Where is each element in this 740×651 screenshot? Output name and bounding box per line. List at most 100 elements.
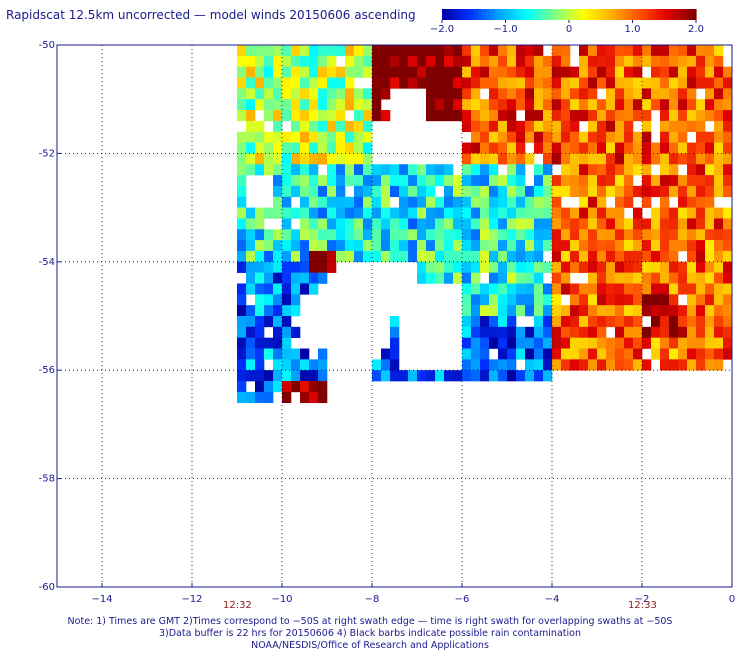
heatmap-cell <box>579 99 589 111</box>
heatmap-cell <box>408 229 418 241</box>
heatmap-cell <box>579 153 589 165</box>
heatmap-cell <box>705 250 715 263</box>
heatmap-cell <box>390 337 400 349</box>
heatmap-cell <box>597 120 607 133</box>
heatmap-cell <box>246 142 256 154</box>
heatmap-cell <box>480 99 490 111</box>
heatmap-cell <box>561 326 571 338</box>
heatmap-cell <box>246 218 256 230</box>
heatmap-cell <box>588 283 598 295</box>
heatmap-cell <box>381 250 391 263</box>
heatmap-cell <box>264 261 274 273</box>
heatmap-cell <box>723 66 733 78</box>
heatmap-cell <box>723 348 733 360</box>
heatmap-cell <box>291 110 301 122</box>
heatmap-cell <box>561 120 571 133</box>
heatmap-cell <box>570 131 580 143</box>
heatmap-cell <box>309 370 319 382</box>
heatmap-cell <box>624 131 634 143</box>
heatmap-cell <box>597 240 607 252</box>
heatmap-cell <box>354 240 364 252</box>
heatmap-cell <box>633 131 643 143</box>
heatmap-cell <box>579 261 589 273</box>
heatmap-cell <box>318 110 328 122</box>
heatmap-cell <box>363 88 373 100</box>
heatmap-cell <box>615 348 625 360</box>
heatmap-cell <box>318 370 328 382</box>
heatmap-cell <box>588 131 598 143</box>
heatmap-cell <box>318 218 328 230</box>
heatmap-cell <box>264 77 274 89</box>
heatmap-cell <box>498 272 508 284</box>
heatmap-cell <box>246 207 256 219</box>
heatmap-cell <box>597 153 607 165</box>
heatmap-cell <box>660 326 670 338</box>
heatmap-cell <box>417 272 427 284</box>
heatmap-cell <box>273 99 283 111</box>
heatmap-cell <box>336 250 346 263</box>
heatmap-cell <box>660 66 670 78</box>
heatmap-cell <box>507 359 517 371</box>
heatmap-cell <box>462 185 472 198</box>
heatmap-cell <box>543 77 553 89</box>
heatmap-cell <box>543 218 553 230</box>
heatmap-cell <box>642 99 652 111</box>
heatmap-cell <box>273 88 283 100</box>
heatmap-cell <box>705 294 715 306</box>
heatmap-cell <box>579 110 589 122</box>
heatmap-cell <box>624 218 634 230</box>
heatmap-cell <box>525 370 535 382</box>
heatmap-cell <box>579 218 589 230</box>
heatmap-cell <box>435 110 445 122</box>
heatmap-cell <box>561 164 571 176</box>
heatmap-cell <box>282 55 292 67</box>
heatmap-cell <box>543 229 553 241</box>
heatmap-cell <box>255 218 265 230</box>
axes: −14 −12 −10 −8 −6 −4 −2 0-50-52-54-56-58-60 <box>39 40 736 605</box>
heatmap-cell <box>660 77 670 89</box>
heatmap-cell <box>552 218 562 230</box>
heatmap-cell <box>525 45 535 57</box>
heatmap-cell <box>453 218 463 230</box>
heatmap-cell <box>300 391 310 404</box>
heatmap-cell <box>660 272 670 284</box>
heatmap-cell <box>318 55 328 67</box>
heatmap-cell <box>336 110 346 122</box>
heatmap-cell <box>507 110 517 122</box>
heatmap-cell <box>498 120 508 133</box>
heatmap-cell <box>624 175 634 187</box>
heatmap-cell <box>246 250 256 263</box>
heatmap-cell <box>381 218 391 230</box>
heatmap-cell <box>633 66 643 78</box>
heatmap-cell <box>255 326 265 338</box>
heatmap-cell <box>327 196 337 208</box>
heatmap-cell <box>570 250 580 263</box>
heatmap-cell <box>291 348 301 360</box>
heatmap-cell <box>597 337 607 349</box>
heatmap-cell <box>705 45 715 57</box>
heatmap-cell <box>327 207 337 219</box>
heatmap-cell <box>381 370 391 382</box>
heatmap-cell <box>255 77 265 89</box>
heatmap-cell <box>246 99 256 111</box>
heatmap-cell <box>381 359 391 371</box>
heatmap-cell <box>678 185 688 198</box>
heatmap-cell <box>255 370 265 382</box>
heatmap-cell <box>273 45 283 57</box>
heatmap-cell <box>597 131 607 143</box>
heatmap-cell <box>660 153 670 165</box>
heatmap-cell <box>606 272 616 284</box>
heatmap-cell <box>696 272 706 284</box>
heatmap-cell <box>336 99 346 111</box>
heatmap-cell <box>291 207 301 219</box>
heatmap-cell <box>282 381 292 393</box>
heatmap-cell <box>282 218 292 230</box>
heatmap-cell <box>435 55 445 67</box>
heatmap-cell <box>678 305 688 317</box>
heatmap-cell <box>534 305 544 317</box>
heatmap-cell <box>462 110 472 122</box>
heatmap-cell <box>282 196 292 208</box>
heatmap-cell <box>309 381 319 393</box>
heatmap-cell <box>390 77 400 89</box>
heatmap-cell <box>687 120 697 133</box>
